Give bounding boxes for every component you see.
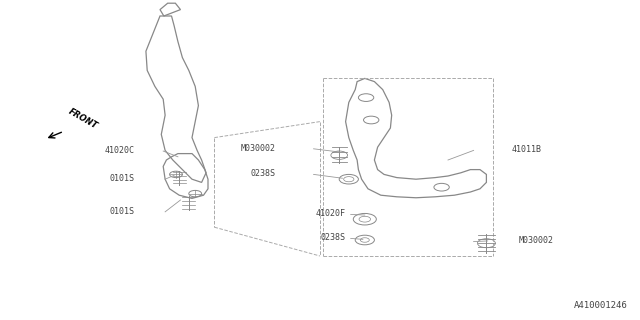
Text: M030002: M030002 xyxy=(240,144,275,153)
Text: 41020C: 41020C xyxy=(104,146,134,155)
Text: 0101S: 0101S xyxy=(109,207,134,216)
Text: A410001246: A410001246 xyxy=(573,301,627,310)
Text: 41011B: 41011B xyxy=(512,145,542,154)
Text: FRONT: FRONT xyxy=(67,107,99,131)
Text: 41020F: 41020F xyxy=(316,209,346,218)
Text: M030002: M030002 xyxy=(518,236,554,245)
Text: 0238S: 0238S xyxy=(250,169,275,178)
Text: 0238S: 0238S xyxy=(321,233,346,242)
Text: 0101S: 0101S xyxy=(109,174,134,183)
